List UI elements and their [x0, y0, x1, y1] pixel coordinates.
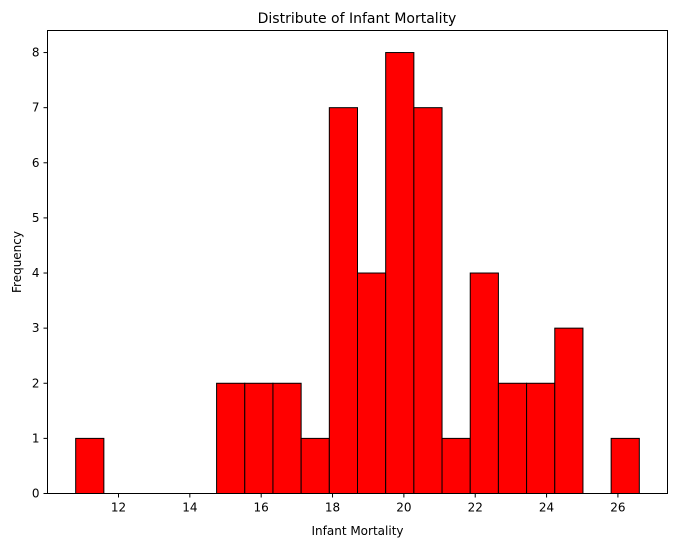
y-tick-label: 1 [32, 431, 40, 445]
y-axis: 0 1 2 3 4 5 6 7 8 [32, 46, 48, 501]
histogram-bar [328, 107, 358, 495]
histogram-bar [75, 437, 105, 494]
x-tick-label: 18 [325, 501, 340, 515]
histogram-bar [272, 382, 302, 494]
y-tick-label: 5 [32, 211, 40, 225]
histogram-bar [413, 107, 443, 495]
histogram-bar [610, 437, 640, 494]
chart-title: Distribute of Infant Mortality [258, 11, 457, 27]
histogram-bar [357, 272, 387, 494]
y-tick-label: 6 [32, 156, 40, 170]
y-tick-label: 8 [32, 46, 40, 60]
x-tick-label: 22 [468, 501, 483, 515]
x-axis: 12 14 16 18 20 22 24 26 [111, 493, 626, 515]
x-tick-label: 20 [396, 501, 411, 515]
y-tick-label: 7 [32, 101, 40, 115]
y-tick-label: 3 [32, 321, 40, 335]
histogram-bar [385, 52, 415, 495]
bars-group [75, 52, 640, 495]
y-axis-label: Frequency [10, 231, 24, 293]
histogram-bar [526, 382, 556, 494]
x-tick-label: 26 [610, 501, 625, 515]
x-tick-label: 14 [182, 501, 197, 515]
histogram-bar [554, 327, 584, 494]
plot-frame [47, 30, 668, 494]
x-tick-label: 12 [111, 501, 126, 515]
histogram-bar [497, 382, 528, 494]
y-tick-label: 0 [32, 487, 40, 501]
x-axis-label: Infant Mortality [311, 524, 403, 538]
x-tick-label: 24 [539, 501, 554, 515]
histogram-bar [216, 382, 246, 494]
histogram-bar [441, 437, 471, 494]
x-tick-label: 16 [254, 501, 269, 515]
y-tick-label: 4 [32, 266, 40, 280]
histogram-bar [244, 382, 274, 494]
y-tick-label: 2 [32, 376, 40, 390]
histogram-bar [469, 272, 499, 494]
histogram-bar [300, 437, 330, 494]
